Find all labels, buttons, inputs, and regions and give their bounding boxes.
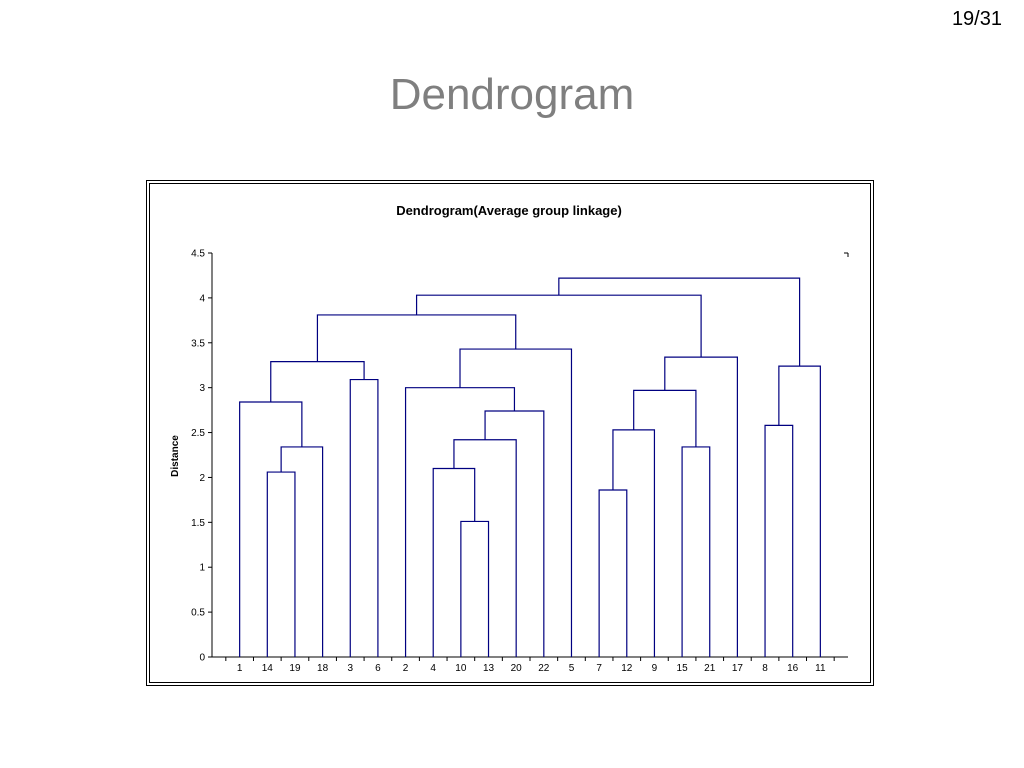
x-tick-label: 19 [289, 663, 301, 674]
chart-figure: Dendrogram(Average group linkage) Distan… [146, 180, 874, 686]
x-tick-label: 2 [403, 663, 409, 674]
x-tick-label: 22 [538, 663, 550, 674]
x-tick-label: 8 [762, 663, 768, 674]
x-tick-label: 17 [732, 663, 744, 674]
y-tick-label: 3 [199, 383, 205, 394]
x-tick-label: 6 [375, 663, 381, 674]
x-tick-label: 7 [596, 663, 602, 674]
x-tick-label: 15 [677, 663, 689, 674]
y-tick-label: 1 [199, 563, 205, 574]
dendrogram-link [484, 410, 545, 657]
dendrogram-link [558, 277, 801, 367]
x-tick-label: 16 [787, 663, 799, 674]
y-tick-label: 0.5 [191, 608, 205, 619]
page-number: 19/31 [951, 8, 1002, 30]
x-tick-label: 20 [511, 663, 523, 674]
slide-title: Dendrogram [389, 70, 635, 119]
x-tick-label: 13 [483, 663, 495, 674]
x-tick-label: 11 [815, 663, 826, 674]
y-tick-label: 4.5 [191, 249, 205, 260]
dendrogram-link [460, 520, 490, 657]
dendrogram-link [316, 314, 517, 362]
dendrogram-link [432, 467, 476, 657]
y-axis-label: Distance [170, 435, 181, 477]
x-tick-label: 14 [262, 663, 274, 674]
dendrogram-link [349, 378, 379, 657]
y-axis: 0 0.5 1 1.5 2 2.5 3 3.5 4 4.5 [191, 249, 212, 664]
dendrogram-links [239, 277, 821, 657]
x-tick-label: 3 [347, 663, 353, 674]
y-tick-label: 0 [199, 653, 205, 664]
chart-title: Dendrogram(Average group linkage) [396, 203, 622, 218]
dendrogram-link [453, 439, 517, 657]
y-tick-label: 1.5 [191, 518, 205, 529]
x-tick-label: 21 [704, 663, 716, 674]
y-tick-label: 2 [199, 473, 205, 484]
y-tick-label: 3.5 [191, 338, 205, 349]
x-tick-label: 10 [455, 663, 467, 674]
x-tick-label: 12 [621, 663, 633, 674]
chart-inner-border [149, 183, 871, 683]
y-tick-label: 2.5 [191, 428, 205, 439]
dendrogram-link [415, 294, 702, 358]
x-tick-label: 9 [652, 663, 658, 674]
x-tick-label: 1 [237, 663, 243, 674]
dendrogram-link [266, 471, 296, 657]
dendrogram-chart: Dendrogram(Average group linkage) Distan… [146, 180, 874, 686]
x-tick-label: 18 [317, 663, 329, 674]
x-axis: 1 14 19 18 3 6 2 4 10 13 20 22 5 7 12 9 15 21 17 8 16 11 [225, 657, 835, 674]
dendrogram-link [404, 387, 516, 657]
x-tick-label: 4 [430, 663, 436, 674]
x-tick-label: 5 [569, 663, 575, 674]
y-tick-label: 4 [199, 293, 205, 304]
